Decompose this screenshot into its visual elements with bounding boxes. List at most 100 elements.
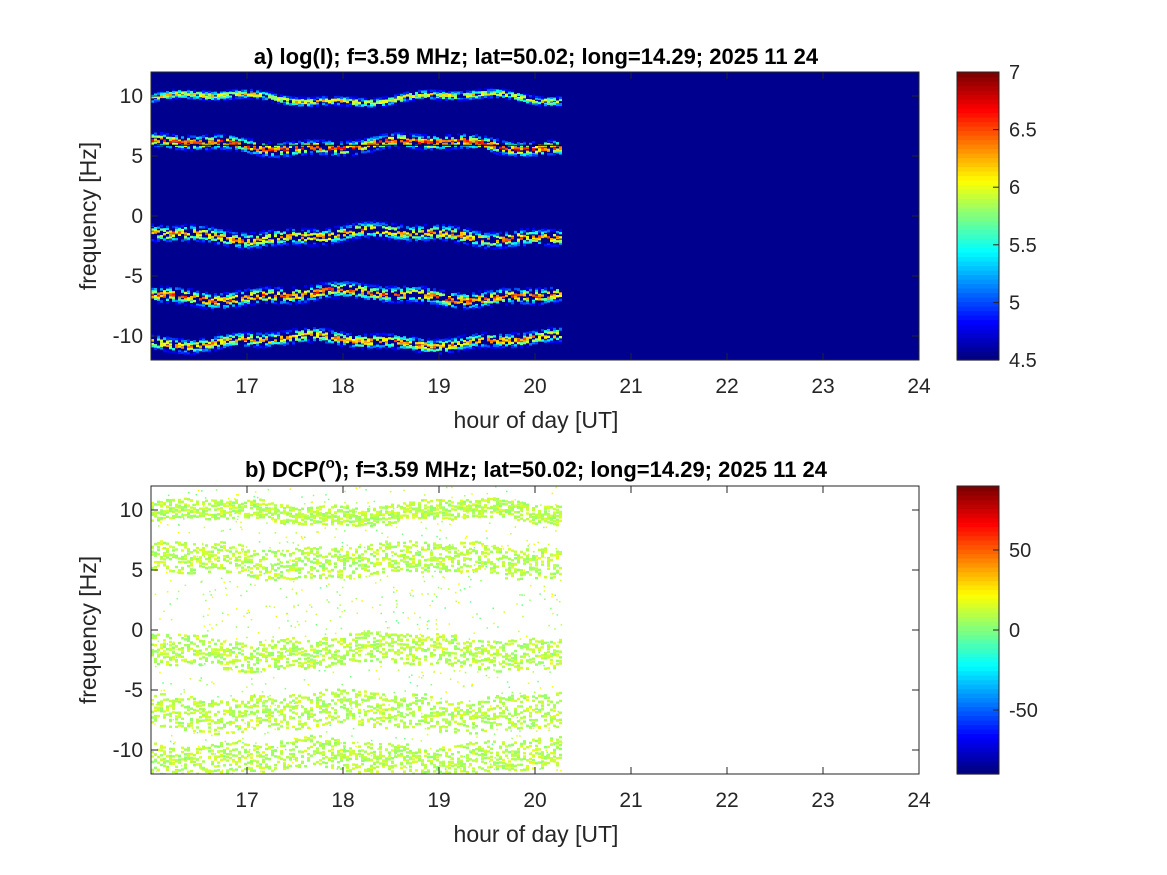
spectrogram-cell xyxy=(403,100,406,103)
spectrogram-cell xyxy=(421,138,424,142)
spectrogram-cell xyxy=(355,225,358,228)
spectrogram-cell xyxy=(238,139,241,142)
spectrogram-cell xyxy=(493,92,496,95)
spectrogram-cell xyxy=(178,233,181,236)
spectrogram-cell xyxy=(328,229,331,232)
spectrogram-cell xyxy=(532,235,535,238)
spectrogram-cell xyxy=(202,301,205,304)
spectrogram-cell xyxy=(202,349,205,353)
spectrogram-cell xyxy=(226,511,229,514)
spectrogram-cell xyxy=(421,230,424,233)
spectrogram-cell xyxy=(334,339,337,342)
spectrogram-cell xyxy=(433,508,436,511)
spectrogram-cell xyxy=(475,145,478,149)
spectrogram-cell xyxy=(250,88,253,92)
spectrogram-cell xyxy=(373,508,376,512)
spectrogram-cell xyxy=(304,239,307,242)
spectrogram-cell xyxy=(520,290,523,293)
spectrogram-cell xyxy=(292,96,295,99)
spectrogram-cell xyxy=(427,510,430,514)
spectrogram-cell xyxy=(433,506,436,510)
spectrogram-cell xyxy=(364,97,367,101)
spectrogram-cell xyxy=(535,340,538,343)
spectrogram-cell xyxy=(247,145,250,149)
spectrogram-cell xyxy=(400,505,403,509)
spectrogram-cell xyxy=(202,90,205,94)
spectrogram-cell xyxy=(211,137,214,140)
spectrogram-cell xyxy=(415,240,418,243)
spectrogram-cell xyxy=(415,287,418,290)
spectrogram-cell xyxy=(361,292,364,295)
spectrogram-cell xyxy=(202,343,205,346)
spectrogram-cell xyxy=(409,503,412,507)
spectrogram-cell xyxy=(334,504,337,507)
spectrogram-cell xyxy=(508,149,511,152)
spectrogram-cell xyxy=(553,299,556,303)
spectrogram-cell xyxy=(469,300,472,303)
spectrogram-cell xyxy=(238,93,241,97)
spectrogram-cell xyxy=(343,147,346,151)
spectrogram-cell xyxy=(427,229,430,232)
spectrogram-cell xyxy=(409,95,412,98)
spectrogram-cell xyxy=(535,332,538,336)
spectrogram-cell xyxy=(313,514,316,517)
spectrogram-cell xyxy=(349,293,352,297)
spectrogram-cell xyxy=(184,95,187,98)
spectrogram-cell xyxy=(220,237,223,241)
spectrogram-cell xyxy=(364,227,367,231)
spectrogram-cell xyxy=(190,226,193,229)
spectrogram-cell xyxy=(313,519,316,523)
spectrogram-cell xyxy=(331,284,334,287)
spectrogram-cell xyxy=(439,98,442,102)
spectrogram-cell xyxy=(223,515,226,518)
spectrogram-cell xyxy=(301,518,304,522)
spectrogram-cell xyxy=(496,143,499,146)
spectrogram-cell xyxy=(400,346,403,349)
spectrogram-cell xyxy=(520,234,523,238)
colorbar-segment xyxy=(957,162,999,168)
spectrogram-cell xyxy=(262,236,265,240)
spectrogram-cell xyxy=(340,288,343,292)
colorbar-segment xyxy=(957,279,999,285)
spectrogram-cell xyxy=(295,243,298,246)
spectrogram-cell xyxy=(322,242,325,246)
spectrogram-cell xyxy=(265,513,268,516)
spectrogram-cell xyxy=(334,147,337,150)
spectrogram-cell xyxy=(232,501,235,504)
spectrogram-cell xyxy=(160,228,163,231)
spectrogram-cell xyxy=(202,337,205,340)
spectrogram-cell xyxy=(502,345,505,349)
spectrogram-cell xyxy=(460,135,463,138)
spectrogram-cell xyxy=(379,510,382,514)
spectrogram-cell xyxy=(403,344,406,347)
spectrogram-cell xyxy=(553,301,556,305)
spectrogram-cell xyxy=(346,340,349,344)
spectrogram-cell xyxy=(400,225,403,228)
spectrogram-cell xyxy=(367,142,370,146)
spectrogram-cell xyxy=(403,95,406,98)
spectrogram-cell xyxy=(187,134,190,137)
colorbar-segment xyxy=(957,90,999,96)
spectrogram-cell xyxy=(160,288,163,291)
spectrogram-cell xyxy=(268,239,271,242)
spectrogram-cell xyxy=(382,96,385,99)
spectrogram-cell xyxy=(391,137,394,140)
spectrogram-cell xyxy=(205,232,208,236)
spectrogram-cell xyxy=(553,150,556,153)
spectrogram-cell xyxy=(457,227,460,230)
spectrogram-cell xyxy=(175,230,178,233)
spectrogram-cell xyxy=(172,139,175,143)
spectrogram-cell xyxy=(274,234,277,238)
spectrogram-cell xyxy=(370,100,373,103)
spectrogram-cell xyxy=(379,148,382,151)
spectrogram-cell xyxy=(178,345,181,348)
spectrogram-cell xyxy=(526,155,529,158)
spectrogram-cell xyxy=(163,342,166,345)
spectrogram-cell xyxy=(415,351,418,354)
spectrogram-cell xyxy=(331,143,334,146)
spectrogram-cell xyxy=(304,227,307,230)
spectrogram-cell xyxy=(463,140,466,143)
spectrogram-cell xyxy=(433,293,436,297)
spectrogram-cell xyxy=(337,336,340,339)
spectrogram-cell xyxy=(517,234,520,237)
